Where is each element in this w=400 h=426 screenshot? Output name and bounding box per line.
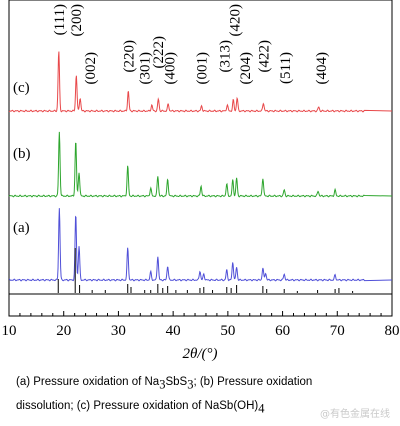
peak-label-9: (420) bbox=[227, 4, 243, 37]
x-axis-label: 2θ/(°) bbox=[182, 346, 217, 362]
series-label-0: (c) bbox=[13, 80, 30, 96]
series-line-0 bbox=[8, 51, 393, 113]
peak-label-12: (511) bbox=[278, 52, 294, 84]
x-tick-label-80: 80 bbox=[385, 323, 400, 339]
series-labels: (c) (b) (a) bbox=[13, 80, 31, 236]
peak-label-11: (422) bbox=[256, 40, 272, 73]
peak-annotations: (111) (200) (002) (220) (301)(222)(400) (001)… bbox=[52, 4, 330, 85]
x-axis-ticks: 10 20 30 40 50 60 70 80 bbox=[2, 311, 400, 339]
caption-line-1: (a) Pressure oxidation of Na3SbS3; (b) P… bbox=[16, 376, 313, 392]
peak-label-4: (301) bbox=[138, 52, 154, 85]
peak-label-10: (204) bbox=[238, 52, 254, 85]
peak-label-6: (400) bbox=[162, 52, 178, 85]
peak-label-1: (200) bbox=[69, 4, 85, 37]
peak-label-2: (002) bbox=[83, 52, 99, 85]
x-tick-label-70: 70 bbox=[330, 323, 345, 339]
caption-line-2: dissolution; (c) Pressure oxidation of N… bbox=[16, 400, 265, 416]
figure-caption: (a) Pressure oxidation of Na3SbS3; (b) P… bbox=[16, 371, 396, 420]
x-tick-label-30: 30 bbox=[111, 323, 126, 339]
peak-label-8: (313) bbox=[218, 40, 234, 73]
peak-label-7: (001) bbox=[195, 52, 211, 85]
watermark: @有色金属在线 bbox=[320, 409, 390, 420]
peak-label-3: (220) bbox=[121, 40, 137, 73]
peak-label-5: (222) bbox=[151, 36, 167, 69]
x-tick-label-60: 60 bbox=[275, 323, 290, 339]
series-line-2 bbox=[8, 208, 393, 282]
x-tick-label-40: 40 bbox=[166, 323, 181, 339]
xrd-chart: 10 20 30 40 50 60 70 80 (c) (b) (a) (111) (200) (00… bbox=[2, 0, 400, 362]
series-layer bbox=[8, 51, 393, 282]
x-tick-label-20: 20 bbox=[56, 323, 71, 339]
series-line-1 bbox=[8, 131, 393, 198]
peak-label-13: (404) bbox=[314, 52, 330, 85]
plot-frame bbox=[8, 0, 393, 317]
peak-label-0: (111) bbox=[52, 4, 68, 35]
x-tick-label-50: 50 bbox=[220, 323, 235, 339]
series-label-1: (b) bbox=[13, 146, 31, 162]
x-tick-label-10: 10 bbox=[2, 323, 17, 339]
reference-sticks bbox=[57, 248, 354, 293]
series-label-2: (a) bbox=[13, 220, 30, 236]
